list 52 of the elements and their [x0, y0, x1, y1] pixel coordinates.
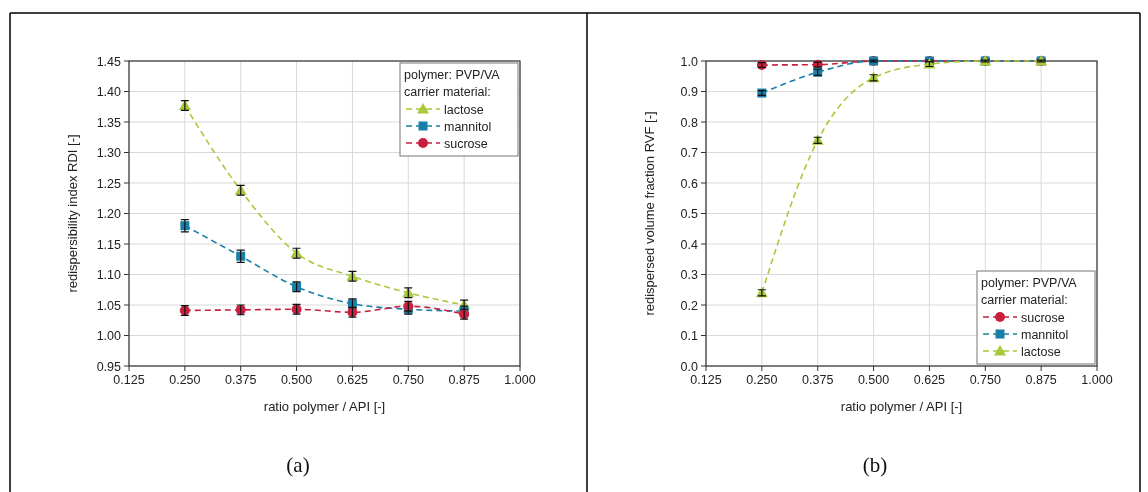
- x-tick-label: 0.875: [448, 373, 480, 387]
- y-tick-label: 0.1: [680, 329, 699, 343]
- legend-label: sucrose: [1021, 310, 1065, 325]
- legend-label: mannitol: [1021, 327, 1069, 342]
- x-tick-label: 0.500: [280, 373, 313, 387]
- y-tick-label: 0.0: [680, 359, 699, 374]
- y-axis-title: redispersed volume fraction RVF [-]: [642, 111, 657, 316]
- y-axis-title: redispersibility index RDI [-]: [65, 134, 80, 293]
- x-tick-label: 1.000: [504, 373, 536, 387]
- x-tick-label: 0.250: [169, 373, 201, 387]
- x-tick-label: 0.750: [392, 373, 424, 387]
- y-tick-label: 0.95: [96, 359, 122, 374]
- text: (b): [862, 453, 888, 477]
- x-tick-label: 0.500: [857, 373, 890, 387]
- y-tick-label: 0.7: [680, 146, 699, 160]
- y-tick-label: 1.30: [96, 146, 122, 160]
- legend-title: polymer: PVP/VA carrier material:: [404, 68, 501, 99]
- legend-label: mannitol: [444, 119, 492, 134]
- y-tick-label: 0.3: [680, 268, 699, 282]
- x-tick-label: 0.750: [969, 373, 1001, 387]
- y-tick-label: 1.05: [96, 298, 122, 313]
- x-tick-label: 0.375: [802, 373, 834, 387]
- y-tick-label: 1.25: [96, 176, 122, 191]
- x-axis-title: ratio polymer / API [-]: [840, 399, 963, 414]
- x-axis-title: ratio polymer / API [-]: [263, 399, 386, 414]
- y-tick-label: 0.5: [680, 207, 699, 221]
- x-tick-label: 1.000: [1081, 373, 1113, 387]
- x-tick-label: 0.125: [113, 373, 145, 387]
- x-tick-label: 0.875: [1025, 373, 1057, 387]
- y-tick-label: 1.00: [96, 329, 122, 343]
- x-tick-label: 0.125: [690, 373, 722, 387]
- legend-label: sucrose: [444, 136, 488, 151]
- y-tick-label: 1.20: [96, 207, 122, 221]
- y-tick-label: 1.10: [96, 268, 122, 282]
- text: (a): [286, 453, 310, 477]
- legend-title: polymer: PVP/VA carrier material:: [981, 276, 1078, 307]
- y-tick-label: 1.0: [680, 54, 699, 69]
- y-tick-label: 1.35: [96, 115, 122, 130]
- legend-label: lactose: [444, 102, 484, 117]
- y-tick-label: 1.15: [96, 237, 122, 252]
- x-tick-label: 0.625: [913, 373, 946, 387]
- y-tick-label: 0.6: [680, 176, 699, 191]
- y-tick-label: 0.8: [680, 115, 699, 130]
- y-tick-label: 1.45: [96, 54, 122, 69]
- x-tick-label: 0.625: [336, 373, 369, 387]
- x-tick-label: 0.250: [746, 373, 778, 387]
- y-tick-label: 0.2: [680, 298, 699, 313]
- x-tick-label: 0.375: [225, 373, 257, 387]
- y-tick-label: 0.9: [680, 85, 699, 99]
- legend-label: lactose: [1021, 344, 1061, 359]
- y-tick-label: 0.4: [680, 237, 699, 252]
- y-tick-label: 1.40: [96, 85, 122, 99]
